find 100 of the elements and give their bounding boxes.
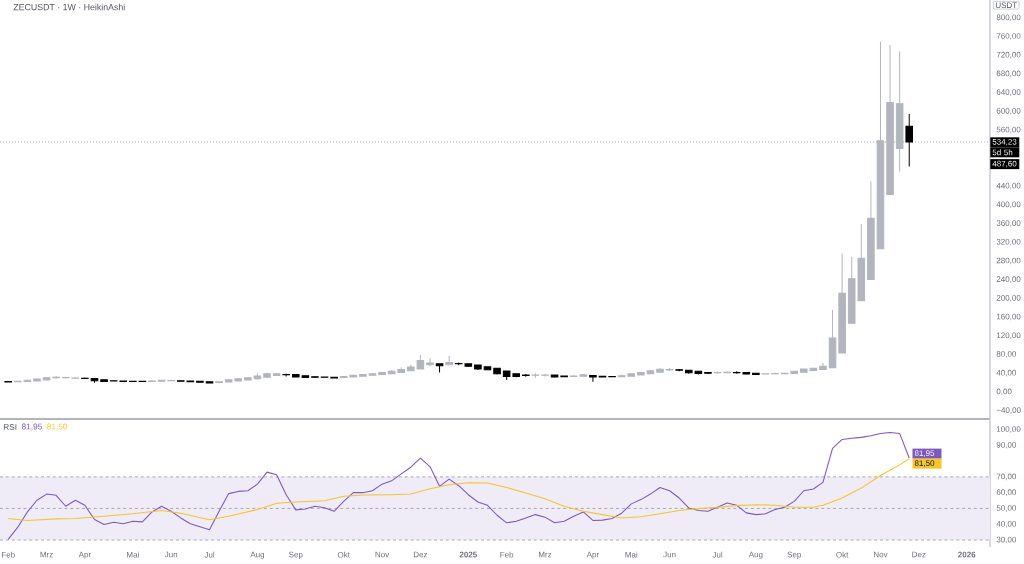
candlestick [493, 367, 501, 376]
candlestick [90, 377, 99, 384]
x-tick-label: Mai [127, 551, 139, 558]
candlestick [378, 371, 386, 376]
y-tick-label: 30,00 [996, 536, 1017, 544]
x-tick-label: Dez [912, 551, 926, 558]
candlestick [311, 375, 319, 379]
candlestick [838, 252, 846, 355]
data-label: 81,50 [914, 460, 935, 467]
x-tick-label: Apr [586, 551, 600, 559]
text: 5d 5h [992, 149, 1013, 156]
data-label: 81,95 [914, 450, 935, 457]
candlestick [215, 380, 223, 384]
y-tick-label: 60,00 [996, 489, 1017, 496]
candlestick [272, 372, 281, 377]
y-tick-label: 70,00 [996, 473, 1017, 481]
candlestick [330, 376, 338, 380]
candlestick [445, 355, 453, 366]
x-tick-label: Sep [787, 551, 801, 559]
candlestick [4, 380, 12, 384]
text: 81,50 [47, 423, 68, 431]
y-tick-label: 40,00 [996, 369, 1017, 377]
candlestick [474, 364, 482, 371]
candlestick [52, 375, 60, 380]
y-tick-label: 760,00 [996, 33, 1021, 40]
candlestick [282, 373, 290, 377]
y-tick-label: 200,00 [996, 295, 1021, 302]
candlestick [589, 374, 597, 383]
candlestick [771, 372, 779, 376]
x-tick-label: Okt [337, 551, 350, 558]
x-tick-label: Mrz [538, 551, 552, 558]
x-tick-label: 2026 [958, 551, 976, 558]
chart-title: ZECUSDT · 1W · HeikinAshi [13, 3, 125, 11]
candlestick [368, 372, 377, 377]
candlestick [205, 381, 214, 384]
candlestick [828, 309, 837, 369]
y-tick-label: 80,00 [996, 351, 1017, 358]
x-tick-label: Jun [663, 551, 676, 558]
y-tick-label: 640,00 [996, 89, 1021, 96]
x-tick-label: Nov [375, 551, 390, 558]
candlestick [905, 113, 914, 167]
candlestick [522, 373, 530, 378]
y-tick-label: 100,00 [996, 426, 1021, 433]
y-tick-label: 720,00 [996, 51, 1021, 59]
candlestick [819, 362, 827, 371]
candlestick [426, 357, 434, 367]
y-tick-label: 40,00 [996, 520, 1017, 528]
y-tick-label: 160,00 [996, 313, 1021, 321]
candlestick [42, 376, 51, 381]
x-tick-label: Feb [1, 551, 15, 558]
candlestick [876, 41, 885, 250]
x-tick-label: Jul [712, 551, 723, 558]
x-tick-label: Dez [413, 551, 428, 558]
line-series [7, 431, 910, 540]
y-tick-label: 400,00 [996, 201, 1021, 209]
y-tick-label: 50,00 [996, 505, 1017, 512]
candlestick [483, 366, 492, 371]
line-series [7, 458, 910, 521]
candlestick [531, 372, 540, 379]
candlestick [704, 371, 712, 375]
y-tick-label: 320,00 [996, 238, 1021, 246]
x-tick-label: Feb [500, 551, 514, 558]
candlestick [33, 377, 41, 382]
y-tick-label: 680,00 [996, 70, 1021, 78]
y-tick-label: 0,00 [996, 388, 1012, 396]
chart-title: RSI [3, 424, 17, 430]
x-tick-label: Aug [250, 551, 265, 559]
text: 81,95 [21, 423, 42, 431]
x-tick-label: Sep [289, 551, 303, 559]
y-tick-label: 800,00 [996, 14, 1021, 22]
candlestick [196, 380, 204, 384]
candlestick [435, 362, 444, 373]
x-tick-label: Mai [625, 551, 638, 558]
candlestick [867, 180, 875, 281]
candlestick [598, 375, 607, 378]
ref-line-label: 534,23 [992, 139, 1017, 146]
candlestick [320, 375, 329, 379]
y-tick-label: 560,00 [996, 126, 1021, 134]
candlestick [148, 379, 156, 383]
candlestick [886, 44, 894, 196]
annotation: 487,60 [992, 160, 1017, 168]
candlestick [895, 50, 904, 173]
y-tick-label: 90,00 [996, 441, 1017, 449]
x-tick-label: Nov [874, 551, 888, 558]
candlestick [665, 367, 674, 372]
candlestick [100, 378, 108, 383]
x-tick-label: Aug [748, 551, 763, 559]
candlestick [359, 373, 367, 377]
candlestick [675, 368, 683, 372]
candlestick [723, 370, 731, 374]
y-axis-title: USDT [995, 2, 1017, 9]
x-tick-label: Jul [204, 551, 215, 558]
y-tick-label: 600,00 [996, 107, 1021, 115]
y-tick-label: −40,00 [996, 407, 1021, 414]
x-tick-label: Apr [78, 551, 91, 559]
candlestick [263, 372, 271, 379]
candlestick [656, 367, 664, 374]
y-tick-label: 120,00 [996, 332, 1021, 340]
x-tick-label: Mrz [40, 551, 53, 558]
x-tick-label: Okt [836, 551, 849, 558]
